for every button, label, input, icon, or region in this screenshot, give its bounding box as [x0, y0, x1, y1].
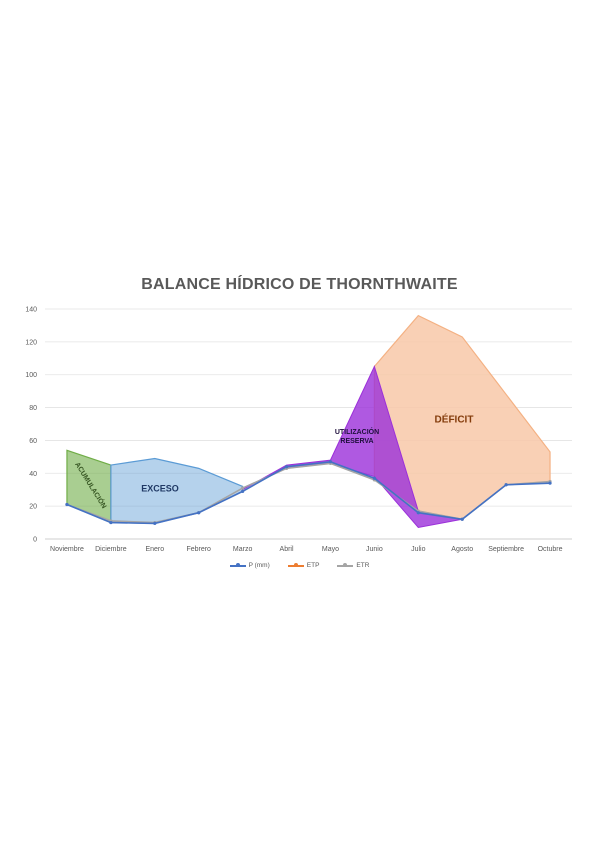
y-tick-label: 120 — [25, 339, 37, 346]
y-tick-label: 60 — [29, 438, 37, 445]
series-point — [548, 481, 552, 485]
y-tick-label: 20 — [29, 504, 37, 511]
series-point — [328, 460, 333, 464]
x-tick-label: Junio — [366, 546, 383, 553]
series-point — [284, 465, 289, 469]
x-tick-label: Agosto — [451, 546, 473, 553]
region-label-utilizacion-reserva: UTILIZACIÓN — [335, 427, 379, 436]
series-line-p-mm — [66, 460, 551, 525]
series-point — [416, 511, 420, 515]
series-point — [241, 489, 245, 493]
x-tick-label: Febrero — [186, 546, 211, 553]
y-tick-label: 40 — [29, 471, 37, 478]
series-point — [65, 502, 69, 507]
region-label-exceso: EXCESO — [141, 483, 179, 493]
legend-item: ETP — [287, 562, 320, 569]
legend-swatch — [337, 563, 354, 567]
x-tick-label: Noviembre — [50, 546, 84, 553]
series-point — [197, 511, 201, 515]
x-tick-label: Julio — [411, 546, 426, 553]
legend-item: ETR — [337, 562, 369, 569]
series-point — [153, 521, 157, 525]
legend-label: ETR — [356, 562, 370, 569]
x-tick-label: Septiembre — [488, 546, 524, 553]
x-tick-label: Enero — [145, 546, 164, 553]
legend-swatch — [229, 563, 246, 567]
series-point — [241, 486, 245, 490]
legend-item: P (mm) — [229, 562, 270, 569]
legend-label: P (mm) — [248, 562, 270, 569]
legend-label: ETP — [306, 562, 320, 569]
chart-title: BALANCE HÍDRICO DE THORNTHWAITE — [141, 276, 458, 293]
series-point — [372, 476, 376, 480]
x-tick-label: Marzo — [233, 546, 253, 553]
y-tick-label: 100 — [25, 372, 37, 379]
series-point — [109, 520, 113, 525]
y-tick-label: 80 — [29, 405, 37, 412]
legend-swatch — [287, 563, 304, 567]
chart-legend: P (mm) ETP ETR — [0, 562, 599, 569]
series-point — [460, 517, 464, 521]
x-tick-label: Octubre — [538, 546, 563, 553]
series-point — [504, 483, 508, 487]
region-label-deficit: DÉFICIT — [435, 412, 474, 425]
x-tick-label: Diciembre — [95, 546, 127, 553]
x-tick-label: Abril — [280, 546, 294, 553]
y-tick-label: 0 — [33, 537, 37, 544]
x-tick-label: Mayo — [322, 546, 339, 553]
y-tick-label: 140 — [25, 307, 37, 314]
region-label-utilizacion-reserva: RESERVA — [340, 438, 373, 445]
